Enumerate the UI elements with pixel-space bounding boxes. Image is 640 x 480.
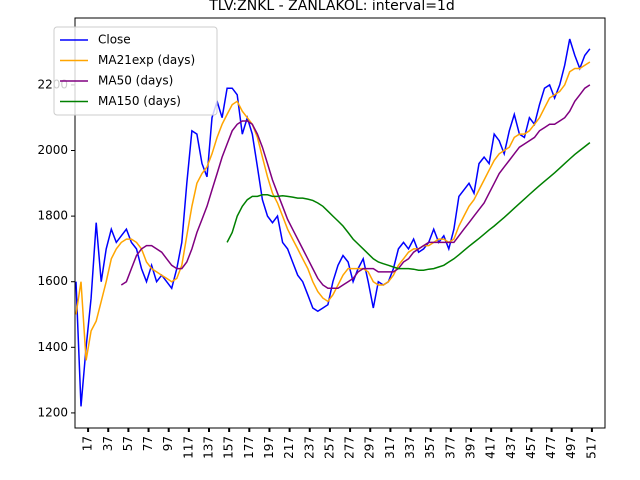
x-tick-label: 217 — [282, 436, 296, 459]
x-tick-label: 117 — [181, 436, 195, 459]
x-tick-label: 277 — [343, 436, 357, 459]
legend-label: MA50 (days) — [98, 74, 173, 88]
x-tick-label: 457 — [524, 436, 538, 459]
x-tick-label: 517 — [584, 436, 598, 459]
y-tick-label: 1400 — [37, 340, 68, 354]
x-tick-label: 337 — [403, 436, 417, 459]
x-tick-label: 157 — [222, 436, 236, 459]
x-tick-label: 97 — [161, 436, 175, 451]
y-tick-label: 1200 — [37, 405, 68, 419]
legend-box — [53, 26, 218, 116]
x-tick-label: 237 — [302, 436, 316, 459]
legend: Close MA21exp (days) MA50 (days) MA150 (day… — [53, 26, 218, 116]
axes-frame — [74, 17, 606, 429]
x-tick-label: 357 — [423, 436, 437, 459]
legend-label: MA150 (days) — [98, 94, 181, 108]
x-tick-label: 37 — [101, 436, 115, 451]
series-line — [75, 61, 591, 361]
x-tick-label: 477 — [544, 436, 558, 459]
x-tick-label: 417 — [484, 436, 498, 459]
series-line — [226, 142, 591, 271]
x-tick-label: 377 — [443, 436, 457, 459]
x-tick-label: 437 — [504, 436, 518, 459]
legend-label: Close — [98, 33, 131, 47]
y-tick-label: 2000 — [37, 143, 68, 157]
x-tick-label: 57 — [121, 436, 135, 451]
x-tick-label: 497 — [564, 436, 578, 459]
y-tick-label: 1600 — [37, 274, 68, 288]
x-tick-label: 17 — [81, 436, 95, 451]
x-tick-label: 137 — [202, 436, 216, 459]
series-line — [120, 84, 591, 290]
x-tick-label: 317 — [383, 436, 397, 459]
x-tick-label: 397 — [463, 436, 477, 459]
x-tick-label: 77 — [141, 436, 155, 451]
legend-label: MA21exp (days) — [98, 53, 195, 67]
chart-title: TLV:ZNKL - ZANLAKOL: interval=1d — [208, 0, 455, 14]
x-tick-label: 177 — [242, 436, 256, 459]
x-tick-label: 257 — [322, 436, 336, 459]
y-tick-label: 1800 — [37, 209, 68, 223]
x-tick-label: 297 — [363, 436, 377, 459]
x-tick-label: 197 — [262, 436, 276, 459]
